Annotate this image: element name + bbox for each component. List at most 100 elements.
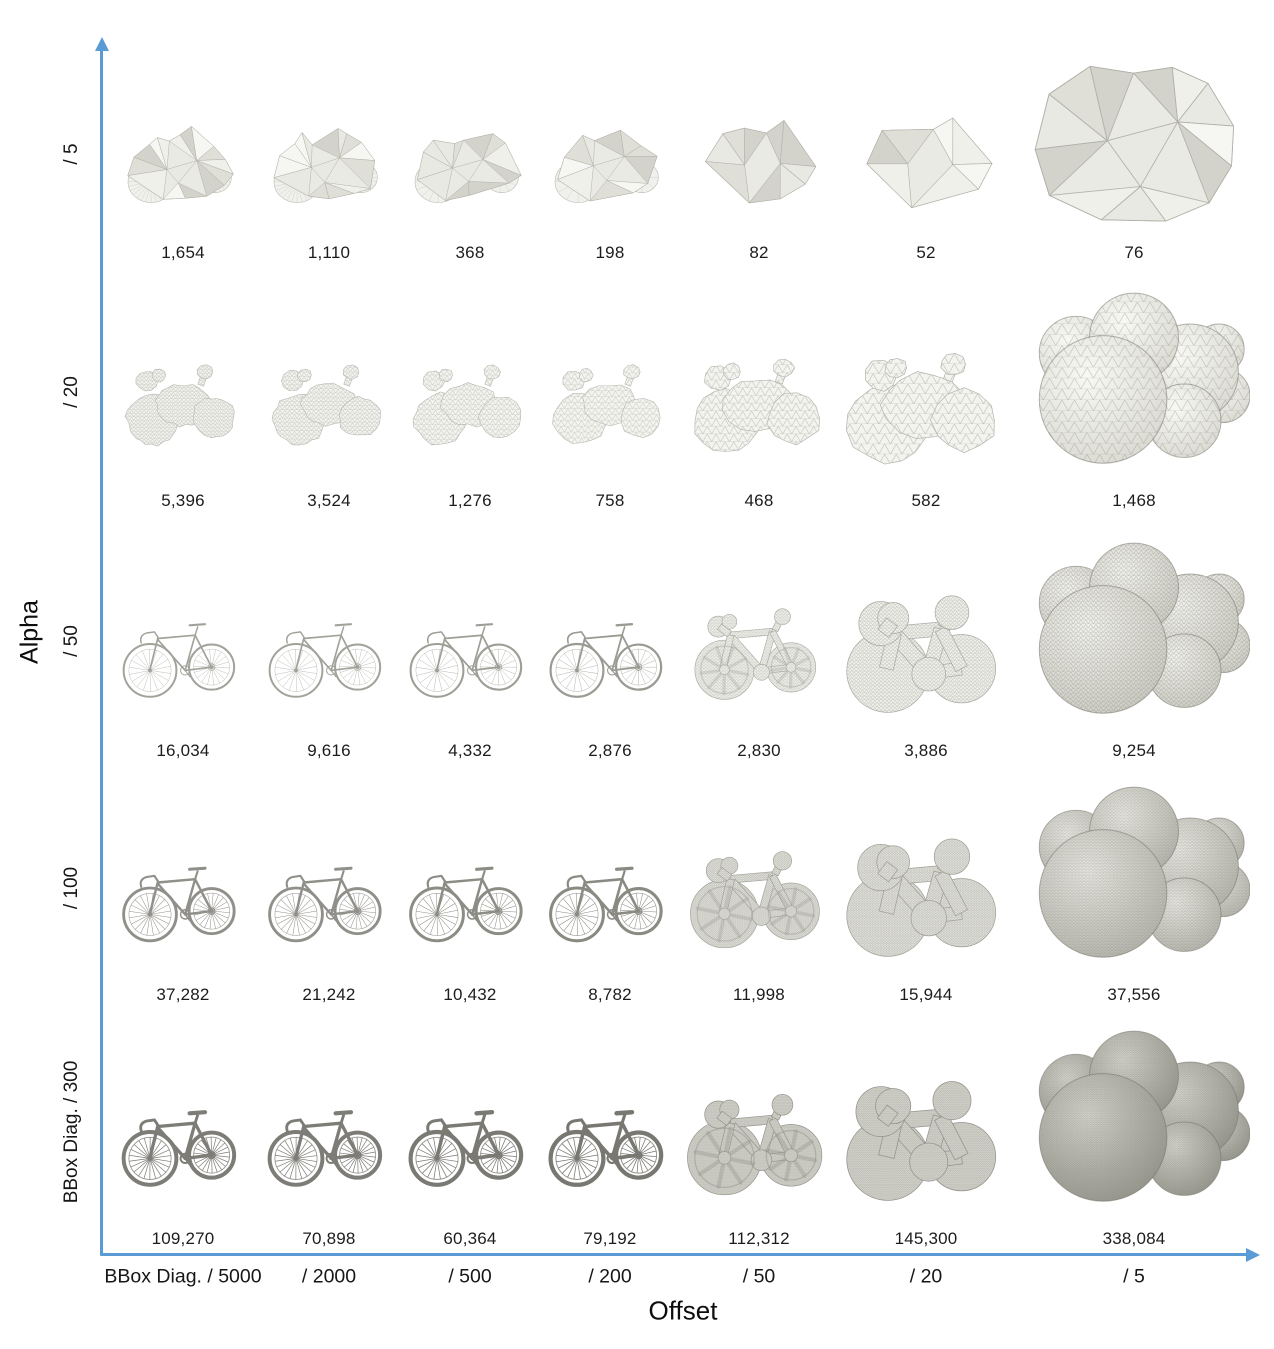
fine-bicycle-mesh-thumbnail [544,1062,676,1224]
fine-bicycle-mesh-thumbnail [263,1062,395,1224]
mesh-cell: 10,432 [400,766,540,1010]
face-count: 21,242 [302,985,356,1004]
face-count: 1,654 [161,243,205,262]
fine-bicycle-mesh-thumbnail [117,1062,249,1224]
face-count: 112,312 [728,1229,790,1248]
y-tick-label: / 20 [61,376,82,408]
x-tick-label: / 50 [742,1265,776,1288]
face-count: 109,270 [151,1229,215,1248]
coarse-alpha-wrap-blob-mesh-thumbnail [685,88,833,238]
face-count: 5,396 [161,491,205,510]
x-tick-label: / 500 [448,1265,492,1288]
mesh-cell: 145,300 [838,1010,1014,1254]
y-tick-label: / 50 [61,625,82,657]
face-count: 70,898 [302,1229,356,1248]
x-tick-label: BBox Diag. / 5000 [104,1265,262,1288]
face-count: 9,254 [1112,741,1156,760]
blobby-bicycle-mesh-thumbnail [685,818,833,980]
blobby-bicycle-mesh-thumbnail [844,818,1008,980]
face-count: 1,110 [307,243,351,262]
face-count: 37,556 [1107,985,1161,1004]
fine-bicycle-mesh-thumbnail [404,1062,536,1224]
x-axis-line [100,1253,1248,1256]
blobby-bicycle-mesh-thumbnail [844,1062,1008,1224]
face-count: 4,332 [448,741,492,760]
mesh-cell: 82 [680,40,838,268]
mesh-cell: 1,654 [108,40,258,268]
blobby-bicycle-mesh-thumbnail [685,574,833,736]
face-count: 2,876 [588,741,632,760]
mesh-cell: 2,876 [540,516,680,766]
y-axis-line [100,50,103,1256]
mesh-cell: 5,396 [108,268,258,516]
x-axis-title: Offset [648,1295,718,1326]
face-count: 9,616 [307,741,351,760]
coarse-alpha-wrap-bicycle-mesh-thumbnail [404,88,536,238]
fine-bicycle-mesh-thumbnail [404,818,536,980]
lumpy-alpha-wrap-bicycle-mesh-thumbnail [544,324,676,486]
mesh-cell: 70,898 [258,1010,400,1254]
mesh-cell: 758 [540,268,680,516]
blobby-bicycle-mesh-thumbnail [844,574,1008,736]
mesh-cell: 15,944 [838,766,1014,1010]
face-count: 76 [1124,243,1144,262]
coarse-polyhedron-mesh-thumbnail [1018,46,1250,238]
face-count: 1,468 [1112,491,1156,510]
mesh-cell: 76 [1014,40,1254,268]
face-count: 145,300 [894,1229,958,1248]
lumpy-alpha-wrap-bicycle-mesh-thumbnail [117,324,249,486]
ball-cluster-mesh-thumbnail [1018,530,1250,736]
mesh-cell: 1,468 [1014,268,1254,516]
coarse-alpha-wrap-bicycle-mesh-thumbnail [263,88,395,238]
blobby-bicycle-mesh-thumbnail [685,1062,833,1224]
face-count: 52 [916,243,936,262]
mesh-cell: 1,276 [400,268,540,516]
mesh-grid: 1,654 1,110 368 198 82 52 76 5,396 3,524 1,276 758… [108,40,1254,1254]
face-count: 2,830 [737,741,781,760]
x-tick-label: / 200 [588,1265,632,1288]
face-count: 82 [749,243,769,262]
mesh-cell: 37,282 [108,766,258,1010]
mesh-cell: 37,556 [1014,766,1254,1010]
face-count: 758 [595,491,625,510]
y-tick-label: BBox Diag. / 300 [61,1060,82,1204]
face-count: 338,084 [1102,1229,1166,1248]
face-count: 1,276 [448,491,492,510]
face-count: 60,364 [443,1229,497,1248]
mesh-cell: 11,998 [680,766,838,1010]
face-count: 582 [911,491,941,510]
mesh-cell: 60,364 [400,1010,540,1254]
mesh-cell: 582 [838,268,1014,516]
meshed-bicycle-thumbnail [263,574,395,736]
mesh-cell: 52 [838,40,1014,268]
mesh-cell: 4,332 [400,516,540,766]
x-tick-label: / 2000 [301,1265,357,1288]
lumpy-alpha-wrap-bicycle-mesh-thumbnail [844,324,1008,486]
face-count: 198 [595,243,625,262]
coarse-alpha-wrap-bicycle-mesh-thumbnail [544,88,676,238]
face-count: 79,192 [583,1229,637,1248]
mesh-cell: 16,034 [108,516,258,766]
ball-cluster-mesh-thumbnail [1018,774,1250,980]
lumpy-alpha-wrap-bicycle-mesh-thumbnail [404,324,536,486]
mesh-cell: 9,254 [1014,516,1254,766]
dense-ball-cluster-mesh-thumbnail [1018,1018,1250,1224]
mesh-cell: 338,084 [1014,1010,1254,1254]
y-tick-label: / 5 [61,143,82,165]
meshed-bicycle-thumbnail [117,574,249,736]
y-axis-arrow-icon [95,37,109,51]
face-count: 368 [455,243,485,262]
y-tick-label: / 100 [61,866,82,910]
coarse-alpha-wrap-bicycle-mesh-thumbnail [117,88,249,238]
face-count: 3,886 [904,741,948,760]
x-tick-label: / 5 [1123,1265,1145,1288]
mesh-cell: 109,270 [108,1010,258,1254]
meshed-bicycle-thumbnail [404,574,536,736]
mesh-cell: 9,616 [258,516,400,766]
mesh-cell: 468 [680,268,838,516]
face-count: 3,524 [307,491,351,510]
mesh-cell: 21,242 [258,766,400,1010]
meshed-bicycle-thumbnail [544,574,676,736]
x-axis-arrow-icon [1246,1247,1260,1262]
